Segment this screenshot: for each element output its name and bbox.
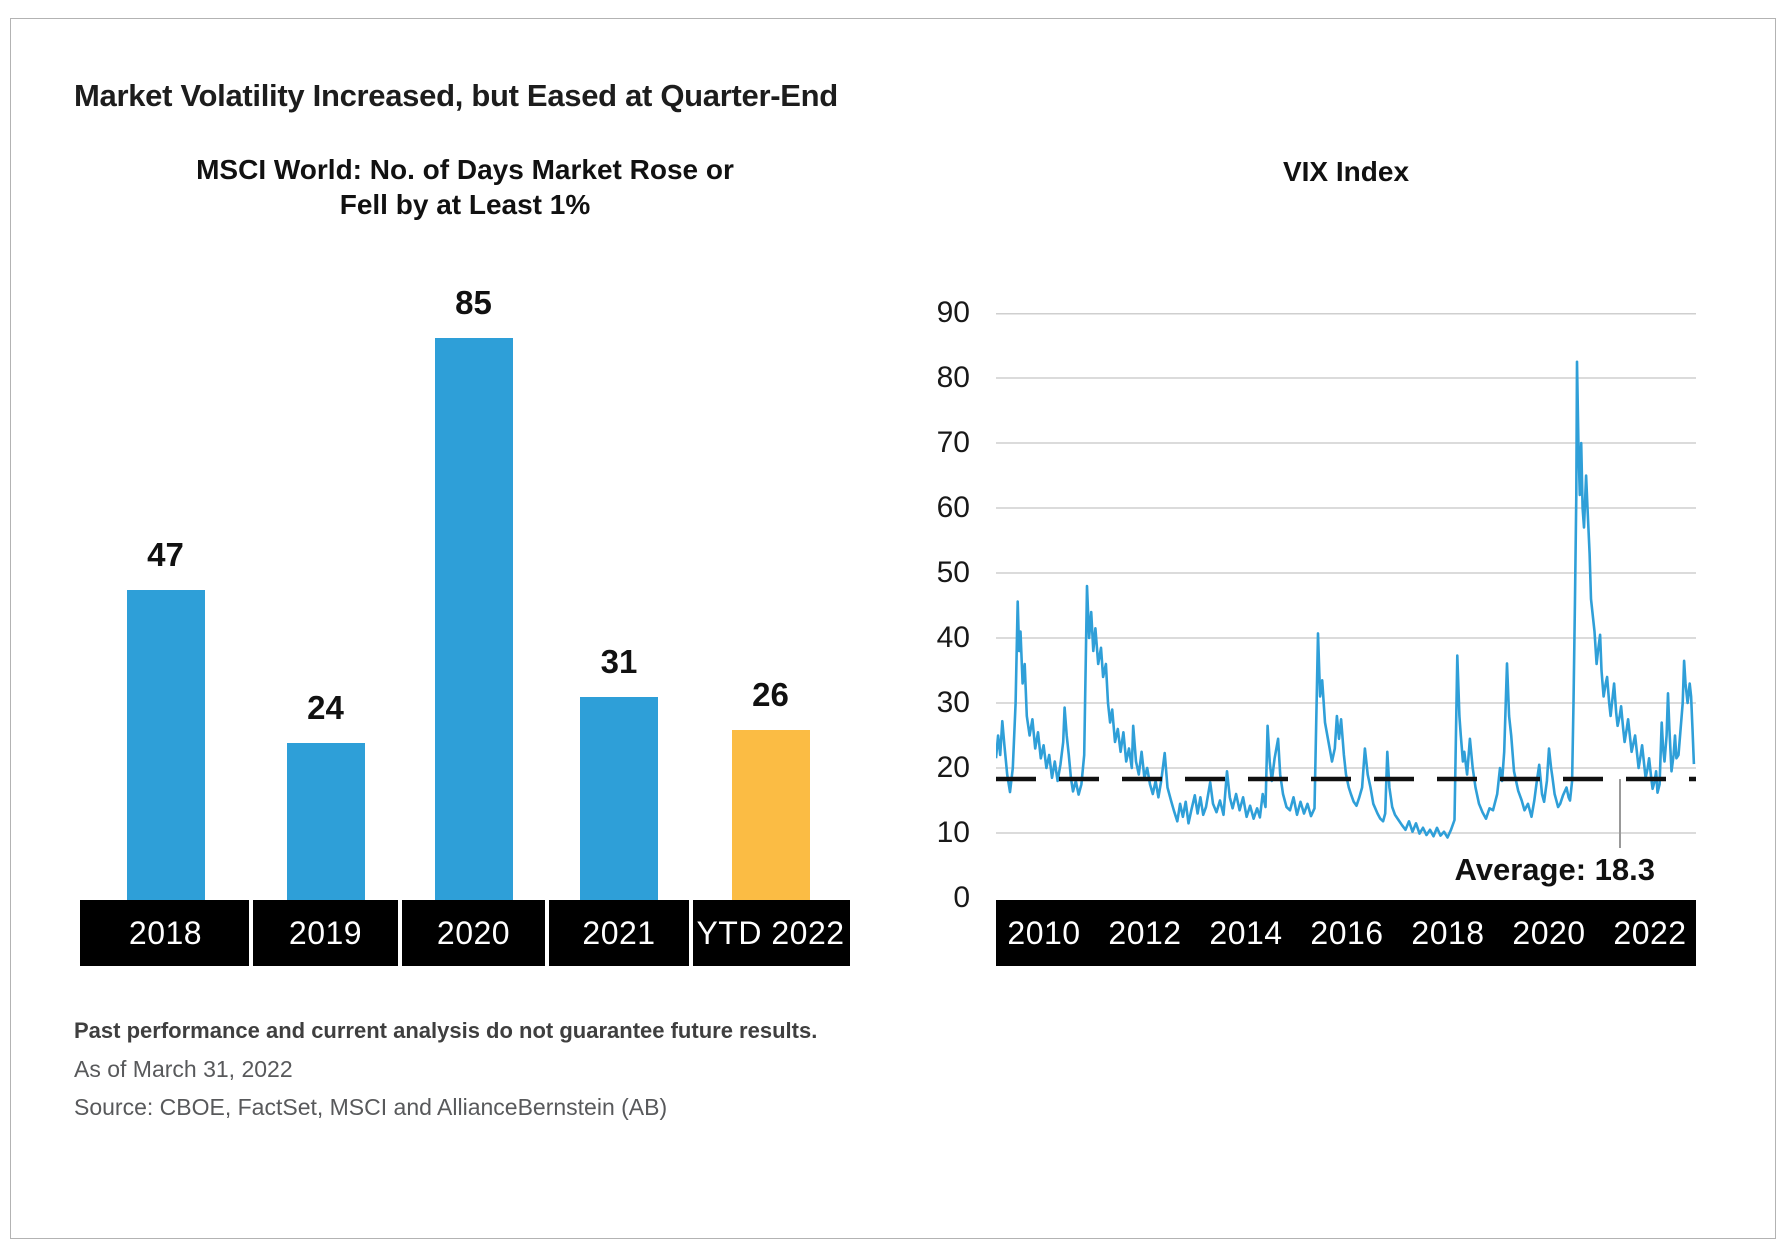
bar-value-label: 24 [307,689,344,726]
bar-YTD 2022 [731,730,810,903]
x-tick-label-2020: 2020 [436,915,511,951]
x-tick-label-2019: 2019 [288,915,363,951]
x-tick-label-2014: 2014 [1209,915,1283,951]
bar-value-label: 47 [147,536,184,573]
y-tick-label-70: 70 [936,426,970,459]
y-tick-label-50: 50 [936,556,970,589]
source-text: Source: CBOE, FactSet, MSCI and Alliance… [74,1094,668,1120]
page-title: Market Volatility Increased, but Eased a… [74,78,838,113]
band-separator [249,900,253,966]
bar-value-label: 26 [752,676,789,713]
bar-chart-x-band [80,900,850,966]
x-tick-label-2018: 2018 [128,915,203,951]
bar-chart-title: MSCI World: No. of Days Market Rose or F… [115,152,815,222]
bar-2018 [126,590,205,903]
x-tick-label-2018: 2018 [1411,915,1485,951]
disclaimer-text: Past performance and current analysis do… [74,1018,818,1043]
x-tick-label-2022: 2022 [1613,915,1687,951]
y-tick-label-80: 80 [936,361,970,394]
x-tick-label-2021: 2021 [582,915,656,951]
bar-2020 [434,338,513,903]
vix-chart-title: VIX Index [1282,156,1410,187]
bar-chart-title-line1: MSCI World: No. of Days Market Rose or [196,154,734,185]
bar-value-label: 85 [455,284,492,321]
y-tick-label-30: 30 [936,686,970,719]
y-tick-label-10: 10 [936,816,970,849]
x-tick-label-2012: 2012 [1108,915,1182,951]
vix-chart-x-band [996,900,1696,966]
x-tick-label-YTD 2022: YTD 2022 [696,915,845,951]
bar-2019 [286,743,365,903]
band-separator [545,900,549,966]
x-tick-label-2020: 2020 [1512,915,1586,951]
bar-chart-title-line2: Fell by at Least 1% [339,189,591,220]
y-tick-label-0: 0 [953,881,970,914]
y-tick-label-20: 20 [936,751,970,784]
band-separator [398,900,402,966]
average-annotation: Average: 18.3 [1454,852,1655,887]
bar-value-label: 31 [600,643,638,680]
y-tick-label-40: 40 [936,621,970,654]
bar-2021 [580,697,658,903]
x-tick-label-2016: 2016 [1310,915,1384,951]
x-tick-label-2010: 2010 [1007,915,1081,951]
y-tick-label-60: 60 [936,491,970,524]
band-separator [689,900,693,966]
vix-line-plot [996,313,1696,848]
vix-series-line [996,360,1696,839]
as-of-date: As of March 31, 2022 [74,1056,293,1082]
y-tick-label-90: 90 [936,296,970,329]
figure-card-border [10,18,1776,1239]
